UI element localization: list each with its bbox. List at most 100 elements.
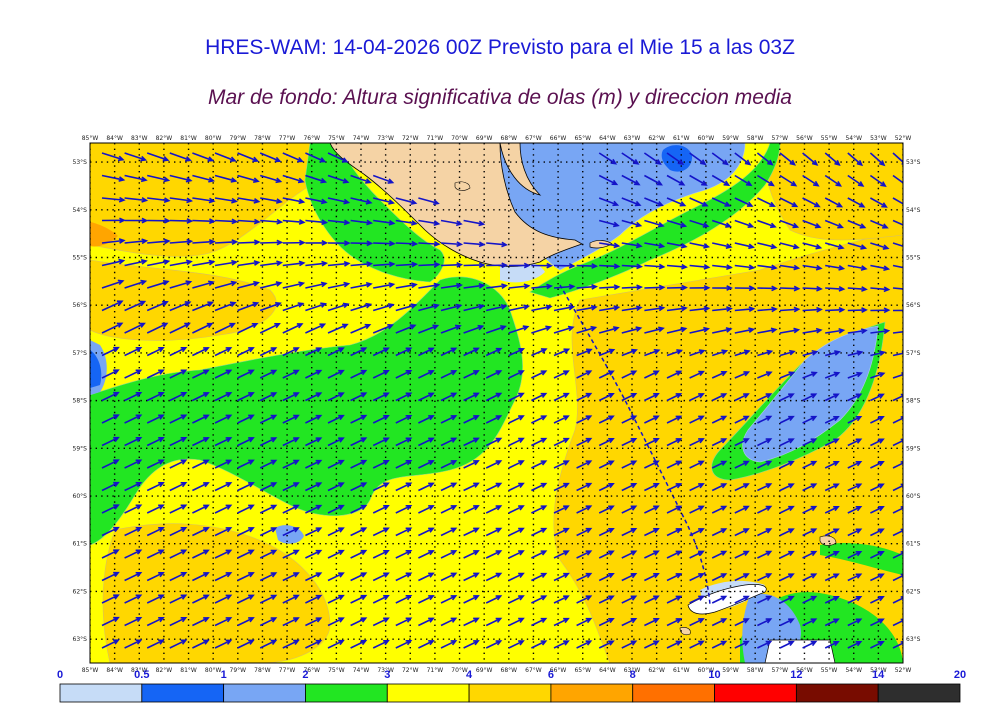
direction-arrow-shaft: [169, 459, 187, 469]
direction-arrow-head: [630, 393, 638, 399]
direction-arrow-shaft: [485, 640, 502, 649]
direction-arrow-shaft: [508, 305, 529, 312]
direction-arrow-head: [203, 347, 210, 353]
direction-arrow-shaft: [282, 323, 303, 334]
direction-arrow-head: [388, 199, 395, 205]
direction-arrow-head: [635, 242, 643, 249]
direction-arrow-shaft: [395, 370, 412, 379]
direction-arrow-shaft: [101, 259, 124, 267]
direction-arrow-shaft: [870, 618, 884, 627]
lon-label-bottom: 84°W: [106, 667, 123, 674]
direction-arrow-head: [792, 222, 800, 229]
direction-arrow-head: [117, 279, 125, 286]
direction-arrow-head: [343, 281, 351, 288]
direction-arrow-shaft: [485, 505, 502, 514]
direction-arrow-shaft: [463, 304, 484, 312]
direction-arrow-head: [681, 263, 688, 270]
direction-arrow-head: [810, 528, 818, 534]
direction-arrow-shaft: [237, 174, 259, 183]
direction-arrow-shaft: [214, 392, 232, 402]
direction-arrow-shaft: [146, 549, 164, 559]
direction-arrow-shaft: [689, 460, 704, 469]
direction-arrow-head: [366, 219, 373, 226]
direction-arrow-shaft: [395, 527, 412, 537]
land-south-shetland: [687, 584, 767, 615]
direction-arrow-head: [612, 221, 620, 228]
direction-arrow-shaft: [892, 462, 903, 469]
direction-arrow-head: [883, 265, 891, 272]
direction-arrow-head: [810, 393, 818, 399]
direction-arrow-shaft: [689, 415, 704, 424]
direction-arrow-shaft: [621, 550, 637, 559]
direction-arrow-head: [612, 200, 620, 207]
direction-arrow-head: [360, 414, 368, 421]
direction-arrow-shaft: [576, 527, 592, 537]
direction-arrow-head: [743, 460, 750, 466]
direction-arrow-head: [366, 261, 374, 267]
direction-arrow-head: [540, 550, 548, 556]
direction-arrow-head: [675, 595, 683, 601]
direction-arrow-shaft: [757, 350, 772, 357]
direction-arrow-head: [679, 201, 687, 207]
direction-arrow-head: [135, 481, 143, 488]
direction-arrow-shaft: [169, 504, 187, 514]
direction-arrow-shaft: [146, 392, 164, 402]
direction-arrow-head: [433, 261, 441, 268]
lat-label-right: 61°S: [906, 541, 921, 548]
direction-arrow-head: [793, 285, 801, 292]
direction-arrow-head: [855, 505, 863, 512]
direction-arrow-shaft: [395, 640, 412, 649]
lon-label-top: 70°W: [451, 135, 468, 142]
direction-arrow-shaft: [259, 174, 281, 183]
direction-arrow-head: [878, 438, 885, 444]
direction-arrow-shaft: [553, 306, 574, 312]
direction-arrow-head: [405, 437, 413, 443]
direction-arrow-head: [636, 263, 643, 270]
direction-arrow-shaft: [305, 617, 322, 627]
direction-arrow-head: [428, 595, 435, 601]
direction-arrow-head: [675, 370, 683, 376]
direction-arrow-head: [365, 198, 373, 205]
direction-arrow-shaft: [689, 393, 704, 402]
direction-arrow-shaft: [644, 393, 659, 402]
colorbar-label: 10: [708, 669, 720, 681]
direction-arrow-shaft: [214, 261, 237, 267]
direction-arrow-head: [360, 369, 368, 376]
direction-arrow-shaft: [644, 286, 664, 289]
direction-arrow-head: [495, 370, 503, 376]
direction-arrow-head: [636, 284, 643, 291]
direction-arrow-shaft: [870, 219, 888, 229]
direction-arrow-shaft: [644, 528, 659, 537]
direction-arrow-shaft: [373, 263, 394, 267]
direction-arrow-head: [478, 241, 486, 248]
direction-arrow-shaft: [734, 528, 749, 537]
direction-arrow-shaft: [169, 347, 187, 357]
direction-arrow-shaft: [463, 347, 479, 357]
direction-arrow-shaft: [734, 242, 754, 248]
direction-arrow-shaft: [779, 460, 794, 469]
direction-arrow-head: [275, 281, 283, 287]
direction-arrow-head: [338, 527, 345, 533]
direction-arrow-head: [450, 347, 458, 353]
direction-arrow-head: [656, 180, 663, 186]
direction-arrow-shaft: [621, 174, 640, 186]
direction-arrow-shaft: [440, 284, 462, 289]
direction-arrow-shaft: [508, 482, 524, 492]
lon-label-bottom: 72°W: [402, 667, 419, 674]
direction-arrow-shaft: [350, 370, 367, 379]
direction-arrow-shaft: [666, 595, 681, 604]
direction-arrow-head: [613, 263, 621, 270]
direction-arrow-head: [878, 596, 885, 602]
direction-arrow-shaft: [372, 572, 389, 582]
direction-arrow-head: [293, 369, 300, 375]
direction-arrow-shaft: [802, 371, 817, 379]
direction-arrow-shaft: [169, 549, 187, 559]
direction-arrow-shaft: [124, 459, 142, 469]
direction-arrow-shaft: [372, 437, 389, 447]
direction-arrow-shaft: [711, 350, 727, 357]
direction-arrow-head: [723, 180, 731, 187]
direction-arrow-head: [769, 222, 777, 229]
direction-arrow-shaft: [892, 395, 903, 402]
direction-arrow-head: [338, 347, 345, 353]
direction-arrow-shaft: [734, 328, 754, 334]
